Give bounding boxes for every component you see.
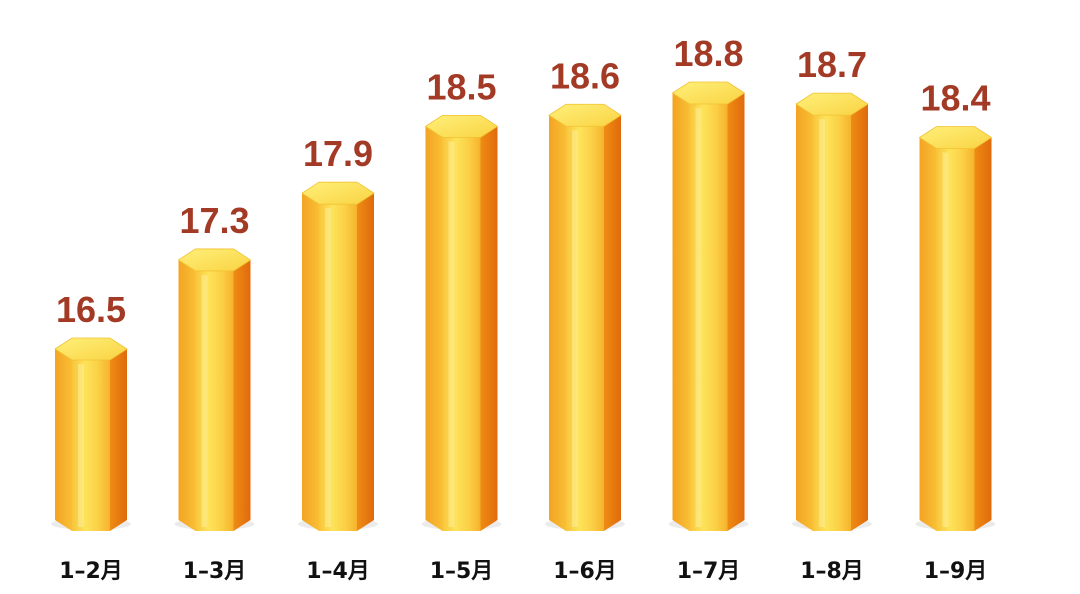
x-tick-label: 1–3月 — [183, 559, 247, 584]
bar-highlight — [819, 119, 825, 527]
bar-left-face — [549, 115, 566, 532]
bar-left-face — [919, 137, 937, 532]
data-label: 18.8 — [673, 33, 743, 74]
bar-right-face — [357, 193, 374, 531]
bar-7 — [792, 92, 872, 531]
data-label: 17.9 — [303, 133, 373, 174]
bar-front-face — [566, 126, 604, 532]
bar-left-face — [796, 104, 813, 531]
bar-left-face — [55, 349, 72, 531]
bar-right-face — [480, 126, 498, 532]
bar-right-face — [851, 104, 868, 531]
data-label: 16.5 — [56, 289, 126, 330]
bar-top-cap — [301, 181, 375, 205]
bar-front-face — [689, 104, 728, 531]
bar-highlight — [201, 274, 208, 527]
bar-front-face — [442, 137, 481, 532]
x-tick-label: 1–8月 — [800, 559, 864, 584]
bar-left-face — [425, 126, 443, 532]
bar-right-face — [974, 137, 992, 532]
bar-6 — [668, 81, 749, 531]
bar-highlight — [942, 152, 949, 528]
bar-left-face — [672, 93, 690, 531]
bar-front-face — [319, 204, 357, 531]
x-tick-label: 1–5月 — [430, 559, 494, 584]
bar-highlight — [78, 364, 84, 527]
data-label: 18.4 — [920, 78, 990, 119]
bar-right-face — [110, 349, 127, 531]
bar-2 — [174, 248, 255, 531]
bar-top-cap — [671, 81, 746, 105]
bar-top-cap — [548, 103, 622, 127]
bar-highlight — [695, 108, 702, 527]
bar-front-face — [72, 360, 110, 531]
x-axis-tick-labels: 1–2月 1–3月 1–4月 1–5月 1–6月 1–7月 1–8月 1–9月 — [59, 559, 987, 584]
bar-top-cap — [918, 126, 993, 149]
bar-top-cap — [54, 337, 128, 361]
data-labels-layer: 16.5 17.3 17.9 18.5 18.6 18.8 18.7 18.4 — [56, 33, 991, 330]
bar-left-face — [178, 259, 196, 531]
bar-3 — [298, 181, 378, 531]
bar-right-face — [233, 259, 251, 531]
x-tick-label: 1–9月 — [924, 559, 988, 584]
bar-right-face — [727, 93, 745, 531]
data-label: 18.5 — [426, 66, 496, 107]
data-label: 18.6 — [550, 55, 620, 96]
bar-top-cap — [177, 248, 252, 272]
data-label: 17.3 — [179, 200, 249, 241]
bar-front-face — [813, 115, 851, 531]
bar-highlight — [325, 208, 331, 527]
data-label: 18.7 — [797, 44, 867, 85]
bar-8 — [915, 126, 996, 532]
bar-highlight — [448, 141, 455, 528]
bar-right-face — [604, 115, 621, 532]
bars-layer — [51, 81, 996, 532]
bar-highlight — [572, 130, 578, 527]
bar-5 — [545, 103, 625, 532]
bar-4 — [421, 114, 502, 532]
bar-top-cap — [424, 114, 499, 138]
bar-1 — [51, 337, 131, 531]
bar-top-cap — [795, 92, 869, 116]
x-tick-label: 1–6月 — [553, 559, 617, 584]
x-tick-label: 1–4月 — [306, 559, 370, 584]
bar-left-face — [302, 193, 319, 531]
x-tick-label: 1–2月 — [59, 559, 123, 584]
bar-front-face — [195, 270, 234, 531]
x-tick-label: 1–7月 — [677, 559, 741, 584]
bar-front-face — [936, 148, 975, 532]
